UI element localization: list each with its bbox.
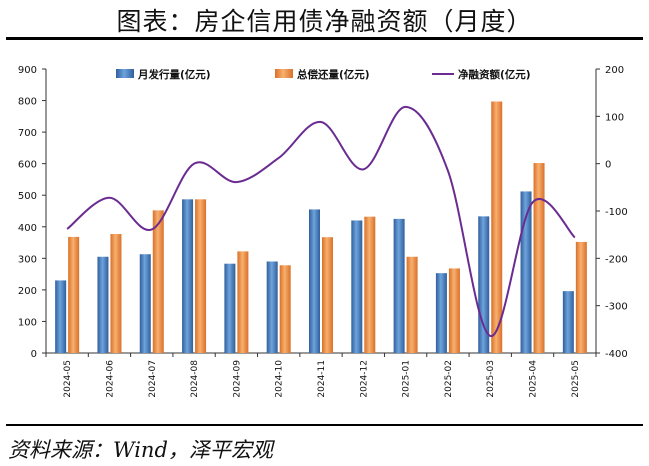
repayment-bar — [533, 163, 545, 353]
left-tick-label: 0 — [31, 349, 37, 360]
repayment-bar — [575, 241, 587, 353]
issuance-bar — [520, 191, 532, 353]
legend-swatch-repayment — [275, 69, 293, 78]
issuance-bar — [224, 263, 236, 353]
x-tick-label: 2025-04 — [529, 360, 539, 398]
legend-label-issuance: 月发行量(亿元) — [137, 68, 211, 81]
left-tick-label: 900 — [18, 65, 37, 76]
x-tick-label: 2024-09 — [232, 360, 242, 398]
issuance-bar — [55, 280, 67, 353]
repayment-bar — [68, 236, 80, 353]
x-tick-label: 2025-02 — [444, 360, 454, 398]
chart-title: 图表：房企信用债净融资额（月度） — [116, 7, 533, 36]
x-tick-label: 2024-07 — [148, 360, 158, 398]
right-tick-label: -200 — [605, 254, 628, 265]
net-financing-line — [66, 105, 576, 337]
x-tick-label: 2025-03 — [486, 360, 496, 398]
left-tick-label: 400 — [18, 223, 37, 234]
x-tick-label: 2024-11 — [317, 360, 327, 398]
left-tick-label: 800 — [18, 97, 37, 108]
issuance-bar — [266, 261, 278, 353]
issuance-bar — [309, 209, 320, 353]
repayment-bar — [406, 256, 418, 353]
left-tick-label: 600 — [18, 160, 37, 171]
repayment-bar — [195, 199, 207, 353]
left-tick-label: 700 — [18, 128, 37, 139]
source-note: 资料来源：Wind，泽平宏观 — [8, 438, 273, 462]
right-tick-label: 100 — [605, 112, 624, 123]
issuance-bar — [351, 220, 363, 353]
repayment-bar — [279, 265, 291, 353]
x-tick-label: 2024-05 — [63, 360, 73, 398]
issuance-bar — [139, 254, 151, 353]
left-tick-label: 200 — [18, 286, 37, 297]
legend-label-net: 净融资额(亿元) — [458, 68, 531, 81]
left-tick-label: 300 — [18, 254, 37, 265]
x-tick-label: 2024-10 — [275, 360, 285, 398]
repayment-bar — [448, 268, 460, 353]
issuance-bar — [182, 199, 194, 353]
repayment-bar — [322, 237, 333, 353]
repayment-bar — [110, 234, 122, 353]
issuance-bar — [97, 256, 109, 353]
right-tick-label: 200 — [605, 65, 624, 76]
issuance-bar — [562, 291, 574, 353]
repayment-bar — [364, 216, 376, 353]
source-rule — [6, 424, 643, 426]
legend-swatch-issuance — [116, 69, 134, 78]
left-tick-label: 500 — [18, 191, 37, 202]
repayment-bar — [237, 251, 249, 353]
repayment-bar — [152, 210, 164, 353]
x-tick-label: 2025-01 — [402, 360, 412, 398]
issuance-bar — [393, 218, 405, 353]
legend-label-repayment: 总偿还量(亿元) — [297, 68, 370, 81]
right-tick-label: -100 — [605, 207, 628, 218]
x-tick-label: 2024-06 — [105, 360, 115, 398]
x-tick-label: 2025-05 — [571, 360, 581, 398]
issuance-bar — [478, 216, 490, 353]
x-tick-label: 2024-08 — [190, 360, 200, 398]
repayment-bar — [491, 101, 503, 353]
left-tick-label: 100 — [18, 317, 37, 328]
issuance-bar — [435, 273, 447, 353]
right-tick-label: 0 — [605, 160, 611, 171]
right-tick-label: -300 — [605, 302, 628, 313]
title-rule — [6, 37, 643, 40]
right-tick-label: -400 — [605, 349, 628, 360]
x-tick-label: 2024-12 — [359, 360, 369, 398]
